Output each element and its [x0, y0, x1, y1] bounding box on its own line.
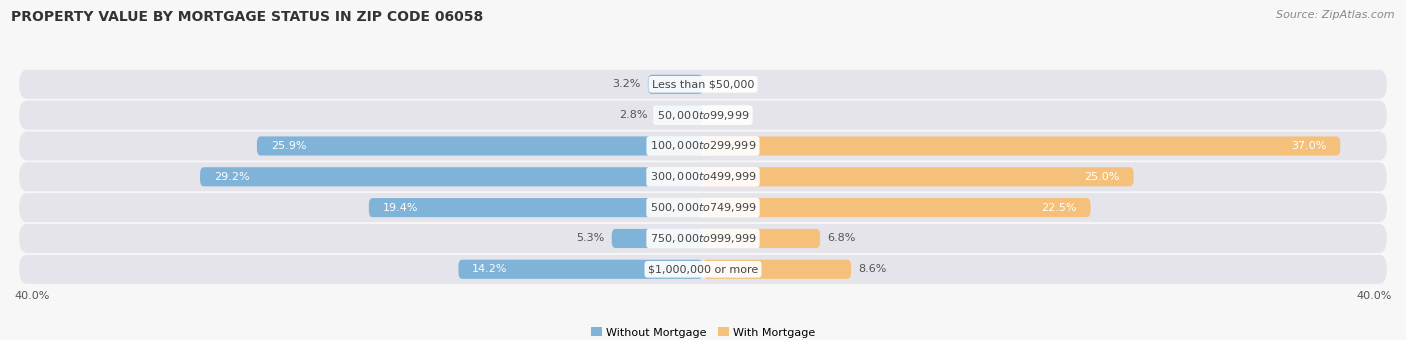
FancyBboxPatch shape — [703, 198, 1091, 217]
Text: 3.2%: 3.2% — [613, 79, 641, 89]
FancyBboxPatch shape — [20, 224, 1386, 253]
FancyBboxPatch shape — [257, 136, 703, 155]
FancyBboxPatch shape — [20, 255, 1386, 284]
FancyBboxPatch shape — [368, 198, 703, 217]
FancyBboxPatch shape — [458, 260, 703, 279]
Text: $50,000 to $99,999: $50,000 to $99,999 — [657, 109, 749, 122]
FancyBboxPatch shape — [20, 132, 1386, 160]
FancyBboxPatch shape — [612, 229, 703, 248]
Text: Source: ZipAtlas.com: Source: ZipAtlas.com — [1277, 10, 1395, 20]
Text: 25.9%: 25.9% — [271, 141, 307, 151]
Text: PROPERTY VALUE BY MORTGAGE STATUS IN ZIP CODE 06058: PROPERTY VALUE BY MORTGAGE STATUS IN ZIP… — [11, 10, 484, 24]
Text: 29.2%: 29.2% — [214, 172, 249, 182]
FancyBboxPatch shape — [703, 136, 1340, 155]
Text: 19.4%: 19.4% — [382, 203, 418, 212]
FancyBboxPatch shape — [20, 70, 1386, 99]
Text: 8.6%: 8.6% — [858, 264, 886, 274]
Text: 6.8%: 6.8% — [827, 234, 855, 243]
FancyBboxPatch shape — [648, 75, 703, 94]
Text: 37.0%: 37.0% — [1291, 141, 1326, 151]
FancyBboxPatch shape — [20, 101, 1386, 130]
FancyBboxPatch shape — [20, 162, 1386, 191]
Text: Less than $50,000: Less than $50,000 — [652, 79, 754, 89]
Text: 25.0%: 25.0% — [1084, 172, 1119, 182]
Text: 40.0%: 40.0% — [1357, 291, 1392, 302]
Text: $500,000 to $749,999: $500,000 to $749,999 — [650, 201, 756, 214]
Legend: Without Mortgage, With Mortgage: Without Mortgage, With Mortgage — [591, 327, 815, 338]
Text: $1,000,000 or more: $1,000,000 or more — [648, 264, 758, 274]
Text: 5.3%: 5.3% — [576, 234, 605, 243]
Text: $300,000 to $499,999: $300,000 to $499,999 — [650, 170, 756, 183]
FancyBboxPatch shape — [20, 193, 1386, 222]
FancyBboxPatch shape — [703, 167, 1133, 186]
FancyBboxPatch shape — [703, 260, 851, 279]
FancyBboxPatch shape — [703, 229, 820, 248]
Text: 14.2%: 14.2% — [472, 264, 508, 274]
Text: $100,000 to $299,999: $100,000 to $299,999 — [650, 139, 756, 152]
FancyBboxPatch shape — [200, 167, 703, 186]
Text: 2.8%: 2.8% — [620, 110, 648, 120]
Text: 22.5%: 22.5% — [1042, 203, 1077, 212]
FancyBboxPatch shape — [655, 106, 703, 125]
Text: 40.0%: 40.0% — [14, 291, 49, 302]
Text: $750,000 to $999,999: $750,000 to $999,999 — [650, 232, 756, 245]
